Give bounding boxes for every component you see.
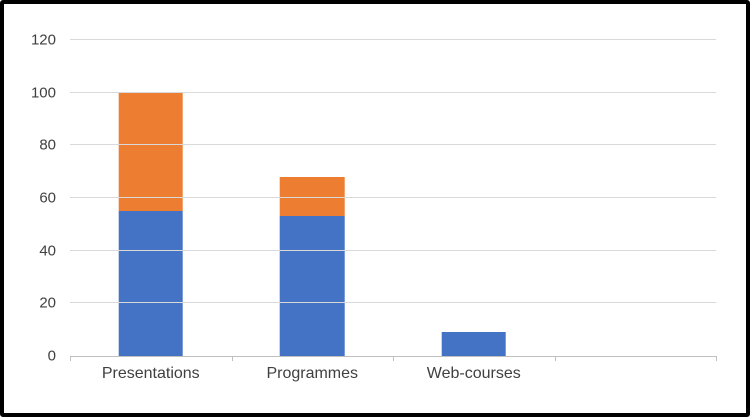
gridline: [70, 302, 716, 304]
plot-area: [70, 39, 717, 361]
gridline: [70, 91, 716, 93]
bar-slot: [555, 40, 717, 356]
x-axis-tick: [231, 356, 233, 361]
y-tick-label: 40: [39, 242, 56, 260]
bar-slot: [232, 40, 394, 356]
gridline: [70, 249, 716, 251]
gridline: [70, 197, 716, 198]
bar-segment-top-segment: [279, 176, 345, 217]
category-label: [555, 364, 717, 383]
category-label: Programmes: [266, 365, 359, 382]
y-tick-label: 60: [39, 189, 56, 207]
x-axis-tick: [716, 356, 717, 361]
y-tick-label: 100: [30, 84, 56, 102]
x-axis-tick: [393, 356, 394, 361]
bar-group: [441, 332, 507, 356]
gridline: [70, 144, 716, 146]
category-label: Presentations: [101, 365, 200, 382]
x-axis-labels: Presentations Programmes Web-courses: [70, 364, 716, 383]
x-axis-tick: [70, 356, 71, 361]
bar-group: [279, 176, 345, 356]
x-axis-tick: [554, 356, 556, 361]
bar-segment-top-segment: [118, 92, 184, 212]
bar-slots: [70, 40, 716, 356]
bar-slot: [70, 40, 232, 356]
y-tick-label: 120: [30, 31, 56, 49]
bar-segment-bottom-segment: [441, 332, 507, 356]
bar-segment-bottom-segment: [279, 216, 345, 356]
y-tick-label: 80: [39, 136, 56, 154]
bar-group: [118, 92, 184, 356]
bar-segment-bottom-segment: [118, 211, 184, 356]
y-tick-label: 0: [47, 347, 56, 365]
y-axis: 0 20 40 60 80 100 120: [4, 33, 62, 364]
category-label: Web-courses: [426, 365, 521, 382]
bar-slot: [393, 40, 555, 356]
gridline: [70, 39, 716, 40]
y-tick-label: 20: [39, 294, 56, 312]
